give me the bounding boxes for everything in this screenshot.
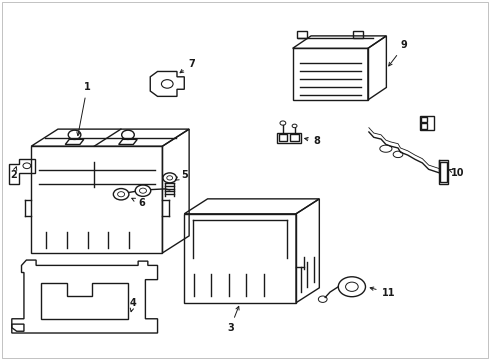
Bar: [441, 162, 447, 182]
Text: 4: 4: [130, 298, 137, 312]
Text: 5: 5: [175, 170, 188, 180]
Text: 3: 3: [227, 306, 239, 333]
Bar: [420, 116, 435, 130]
Bar: [297, 31, 307, 38]
Bar: [353, 31, 363, 38]
Text: 6: 6: [132, 198, 145, 208]
Text: 7: 7: [180, 59, 195, 73]
Text: 1: 1: [77, 82, 91, 136]
Text: 8: 8: [305, 136, 320, 146]
Text: 11: 11: [370, 287, 395, 298]
Bar: [440, 161, 448, 184]
Text: 2: 2: [10, 167, 17, 180]
Text: 10: 10: [448, 168, 465, 178]
Bar: [290, 134, 299, 141]
Bar: [421, 123, 427, 129]
Bar: [421, 117, 427, 122]
Text: 9: 9: [389, 40, 408, 66]
Bar: [278, 134, 287, 141]
Bar: [276, 133, 301, 143]
